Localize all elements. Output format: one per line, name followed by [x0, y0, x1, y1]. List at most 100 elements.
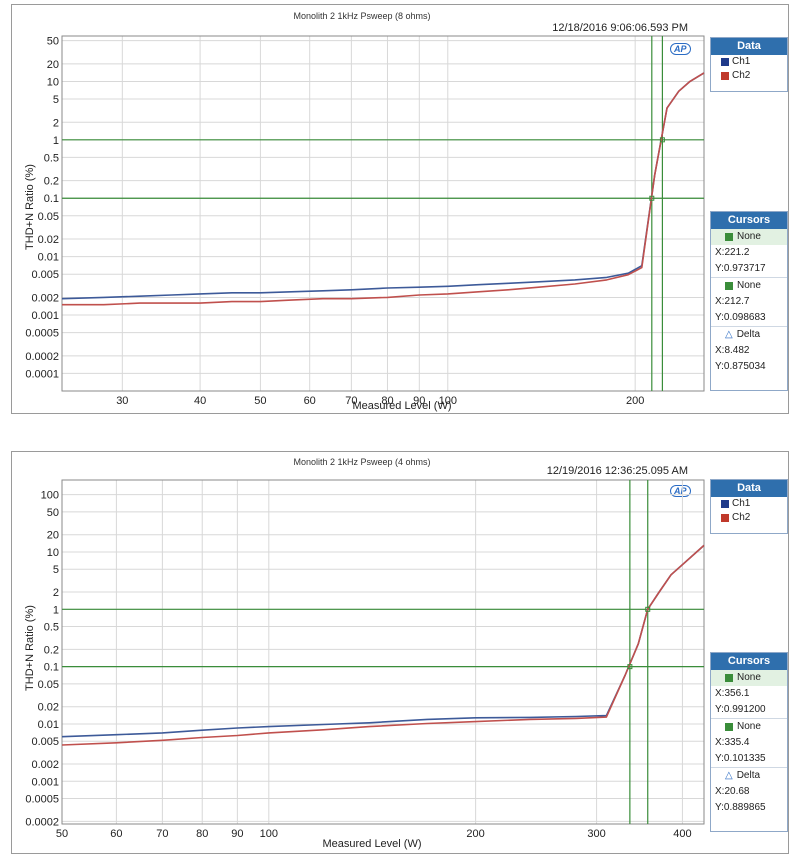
- y-tick-label: 0.005: [31, 736, 59, 748]
- series-line-ch1: [61, 72, 705, 300]
- delta-x: X:20.68: [715, 786, 750, 797]
- y-tick-label: 0.001: [31, 310, 59, 322]
- ch2-swatch-icon: [721, 72, 729, 80]
- series-line-ch1: [61, 544, 705, 738]
- x-tick-label: 50: [56, 828, 68, 840]
- legend-item-ch1[interactable]: Ch1: [711, 497, 787, 511]
- data-legend: Data Ch1 Ch2: [710, 479, 788, 534]
- y-tick-label: 50: [47, 507, 59, 519]
- plot-frame: [61, 479, 705, 825]
- cursor-1-x: X:221.2: [715, 247, 750, 258]
- cursors-panel: Cursors None X:221.2 Y:0.973717 None X:2…: [710, 211, 788, 391]
- y-tick-label: 1: [53, 135, 59, 147]
- delta-header[interactable]: △ Delta: [711, 326, 787, 343]
- cursor-marker: [659, 137, 665, 143]
- legend-title: Data: [711, 38, 787, 55]
- chart-title: Monolith 2 1kHz Psweep (4 ohms): [293, 457, 431, 467]
- x-tick-label: 30: [116, 395, 128, 407]
- y-tick-label: 5: [53, 94, 59, 106]
- x-tick-label: 200: [466, 828, 484, 840]
- timestamp: 12/19/2016 12:36:25.095 AM: [546, 465, 688, 477]
- y-tick-label: 0.1: [44, 662, 59, 674]
- y-tick-label: 0.2: [44, 176, 59, 188]
- y-tick-label: 0.05: [38, 211, 59, 223]
- cursor-1-header[interactable]: None: [711, 670, 787, 686]
- delta-y: Y:0.889865: [715, 802, 766, 813]
- x-tick-label: 90: [231, 828, 243, 840]
- cursor-name: None: [737, 280, 761, 291]
- cursor-swatch-icon: [725, 723, 733, 731]
- delta-x: X:8.482: [715, 345, 750, 356]
- y-tick-label: 2: [53, 117, 59, 129]
- x-axis-label: Measured Level (W): [352, 400, 452, 412]
- y-tick-label: 0.01: [38, 719, 59, 731]
- cursor-swatch-icon: [725, 282, 733, 290]
- plot-frame: [61, 35, 705, 392]
- y-tick-label: 0.02: [38, 234, 59, 246]
- cursor-2-x: X:212.7: [715, 296, 750, 307]
- delta-y: Y:0.875034: [715, 361, 766, 372]
- cursors-panel: Cursors None X:356.1 Y:0.991200 None X:3…: [710, 652, 788, 832]
- y-tick-label: 0.0005: [25, 328, 59, 340]
- cursor-2-header[interactable]: None: [711, 277, 787, 294]
- x-axis-label: Measured Level (W): [322, 838, 422, 850]
- x-tick-label: 50: [254, 395, 266, 407]
- y-tick-label: 0.02: [38, 702, 59, 714]
- cursor-1-y: Y:0.991200: [715, 704, 766, 715]
- cursor-name: None: [737, 721, 761, 732]
- y-tick-label: 2: [53, 587, 59, 599]
- cursor-name: None: [737, 672, 761, 683]
- delta-icon: △: [725, 770, 733, 781]
- ap-logo-icon: AP: [670, 43, 691, 55]
- delta-icon: △: [725, 329, 733, 340]
- x-tick-label: 70: [156, 828, 168, 840]
- y-tick-label: 10: [47, 76, 59, 88]
- y-tick-label: 20: [47, 530, 59, 542]
- cursor-1-header[interactable]: None: [711, 229, 787, 245]
- x-tick-label: 40: [194, 395, 206, 407]
- cursor-marker: [649, 195, 655, 201]
- delta-header[interactable]: △ Delta: [711, 767, 787, 784]
- plot-area: 50 20 10 5 2 1 0.5 0.2 0.1 0.05 0.02 0.01 0.005 0.002…: [25, 35, 705, 407]
- y-tick-label: 0.01: [38, 252, 59, 264]
- y-tick-label: 0.1: [44, 193, 59, 205]
- series-line-ch2: [62, 72, 705, 306]
- legend-item-ch2[interactable]: Ch2: [711, 511, 787, 525]
- y-tick-label: 5: [53, 564, 59, 576]
- y-tick-label: 20: [47, 59, 59, 71]
- y-tick-label: 0.2: [44, 644, 59, 656]
- data-legend: Data Ch1 Ch2: [710, 37, 788, 92]
- y-tick-label: 0.001: [31, 776, 59, 788]
- legend-title: Data: [711, 480, 787, 497]
- legend-item-ch2[interactable]: Ch2: [711, 69, 787, 83]
- legend-label: Ch2: [732, 512, 751, 523]
- timestamp: 12/18/2016 9:06:06.593 PM: [552, 22, 688, 34]
- cursor-2-y: Y:0.098683: [715, 312, 766, 323]
- y-tick-label: 0.0002: [25, 351, 59, 363]
- cursor-name: None: [737, 231, 761, 242]
- ch1-swatch-icon: [721, 500, 729, 508]
- cursor-2-header[interactable]: None: [711, 718, 787, 735]
- cursor-1-y: Y:0.973717: [715, 263, 766, 274]
- x-tick-label: 90: [413, 395, 425, 407]
- legend-item-ch1[interactable]: Ch1: [711, 55, 787, 69]
- y-tick-label: 100: [41, 490, 59, 502]
- cursors-title: Cursors: [711, 653, 787, 670]
- x-tick-label: 60: [304, 395, 316, 407]
- cursor-2-x: X:335.4: [715, 737, 750, 748]
- delta-name: Delta: [736, 329, 761, 340]
- y-tick-label: 50: [47, 36, 59, 48]
- chart-panel-4ohm: Monolith 2 1kHz Psweep (4 ohms) 12/19/20…: [11, 451, 789, 854]
- delta-name: Delta: [736, 770, 761, 781]
- series-line-ch2: [61, 544, 705, 746]
- cursor-marker: [627, 664, 633, 670]
- chart-title: Monolith 2 1kHz Psweep (8 ohms): [293, 11, 431, 21]
- x-tick-label: 100: [260, 828, 278, 840]
- ch2-swatch-icon: [721, 514, 729, 522]
- cursor-1-x: X:356.1: [715, 688, 750, 699]
- y-tick-label: 0.0001: [25, 368, 59, 380]
- cursor-2-y: Y:0.101335: [715, 753, 766, 764]
- x-tick-label: 60: [110, 828, 122, 840]
- cursor-swatch-icon: [725, 674, 733, 682]
- x-tick-label: 80: [196, 828, 208, 840]
